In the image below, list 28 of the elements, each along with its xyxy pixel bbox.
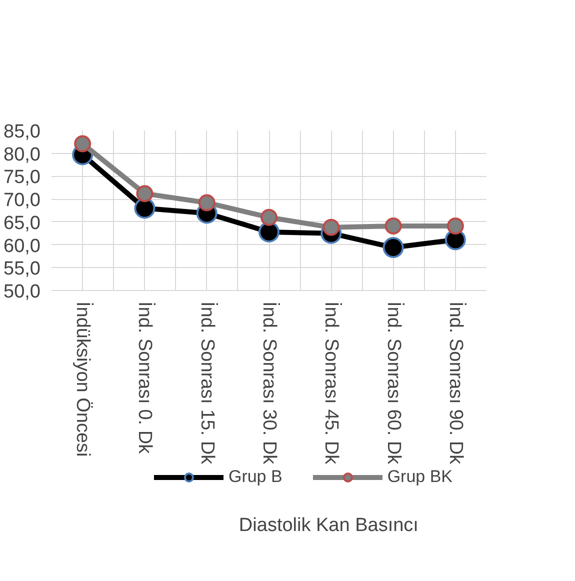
point [384,218,402,235]
text: Diastolik Kan Basıncı [238,515,418,536]
x-tick-label: İndüksiyon Öncesi [72,302,94,457]
point [198,194,216,212]
y-tick-label: 50,0 [4,282,41,302]
y-tick-label: 55,0 [4,258,41,280]
y-tick-label: 85,0 [4,122,41,142]
y-tick-label: 60,0 [4,236,41,257]
x-tick-label: İnd. Sonrası 15. Dk [196,302,218,465]
x-tick-label: İnd. Sonrası 60. Dk [382,302,405,465]
legend-label: Grup B [228,467,282,487]
y-tick-label: 80,0 [4,144,41,166]
point [74,135,92,152]
point [446,218,464,235]
legend-label: Grup BK [387,467,453,487]
point [258,222,280,242]
y-tick-label: 75,0 [4,167,41,188]
point [134,198,156,219]
point [322,218,340,236]
x-tick-label: İnd. Sonrası 30. Dk [258,302,280,465]
y-tick-label: 65,0 [4,212,41,234]
point [136,185,154,202]
x-tick-label: İnd. Sonrası 90. Dk [444,302,467,465]
point [260,208,278,226]
point [382,237,404,258]
y-tick-label: 70,0 [4,190,41,212]
x-tick-label: İnd. Sonrası 0. Dk [134,302,156,454]
x-tick-label: İnd. Sonrası 45. Dk [320,302,343,465]
